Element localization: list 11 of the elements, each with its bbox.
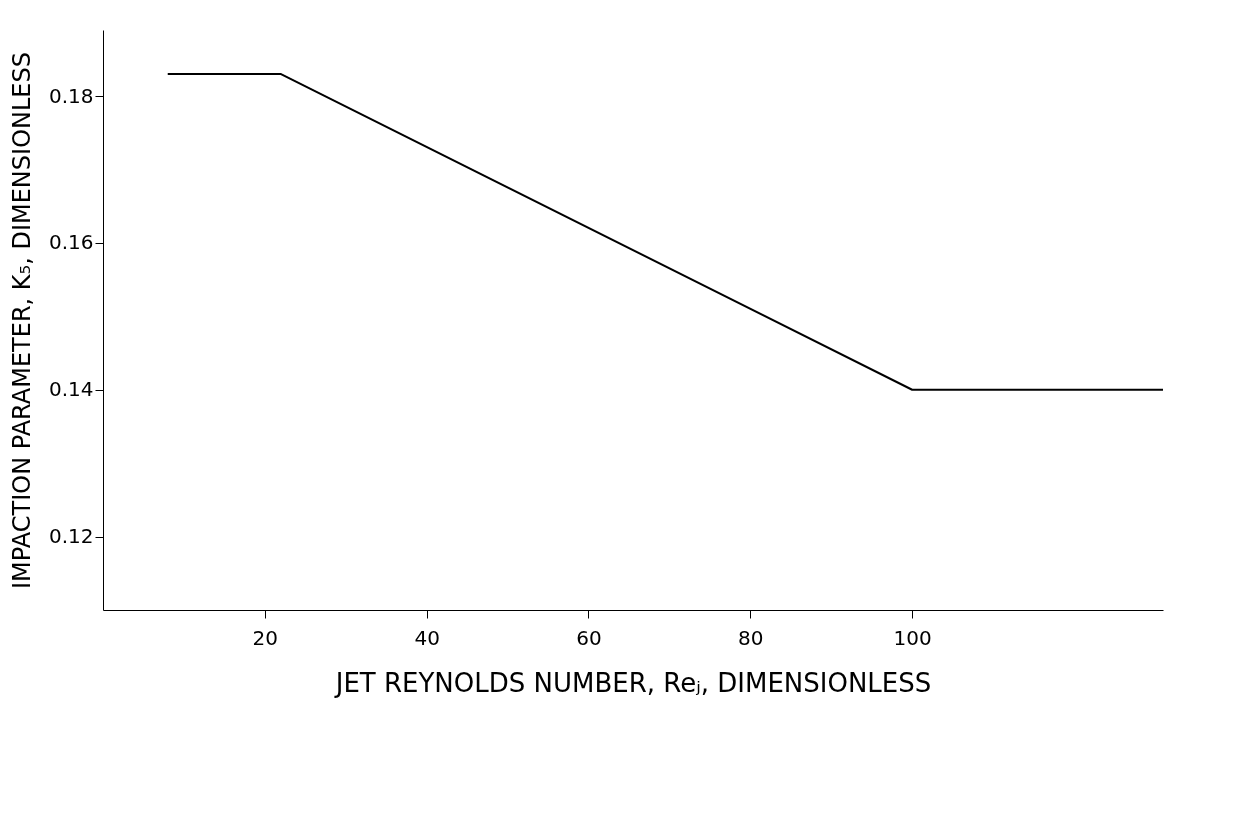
x-tick-label: 80: [738, 625, 764, 650]
y-tick-label: 0.16: [48, 230, 94, 255]
x-tick-label: 20: [252, 625, 279, 650]
x-tick-label: 40: [414, 625, 440, 650]
x-tick-label: 100: [893, 625, 932, 650]
y-tick-label: 0.14: [48, 377, 94, 402]
y-tick-label: 0.18: [48, 83, 94, 108]
x-axis-title: JET REYNOLDS NUMBER, Reⱼ, DIMENSIONLESS: [333, 667, 932, 698]
x-tick-label: 60: [576, 625, 602, 650]
y-axis-title: IMPACTION PARAMETER, K₅, DIMENSIONLESS: [7, 52, 36, 589]
y-tick-label: 0.12: [48, 524, 94, 549]
